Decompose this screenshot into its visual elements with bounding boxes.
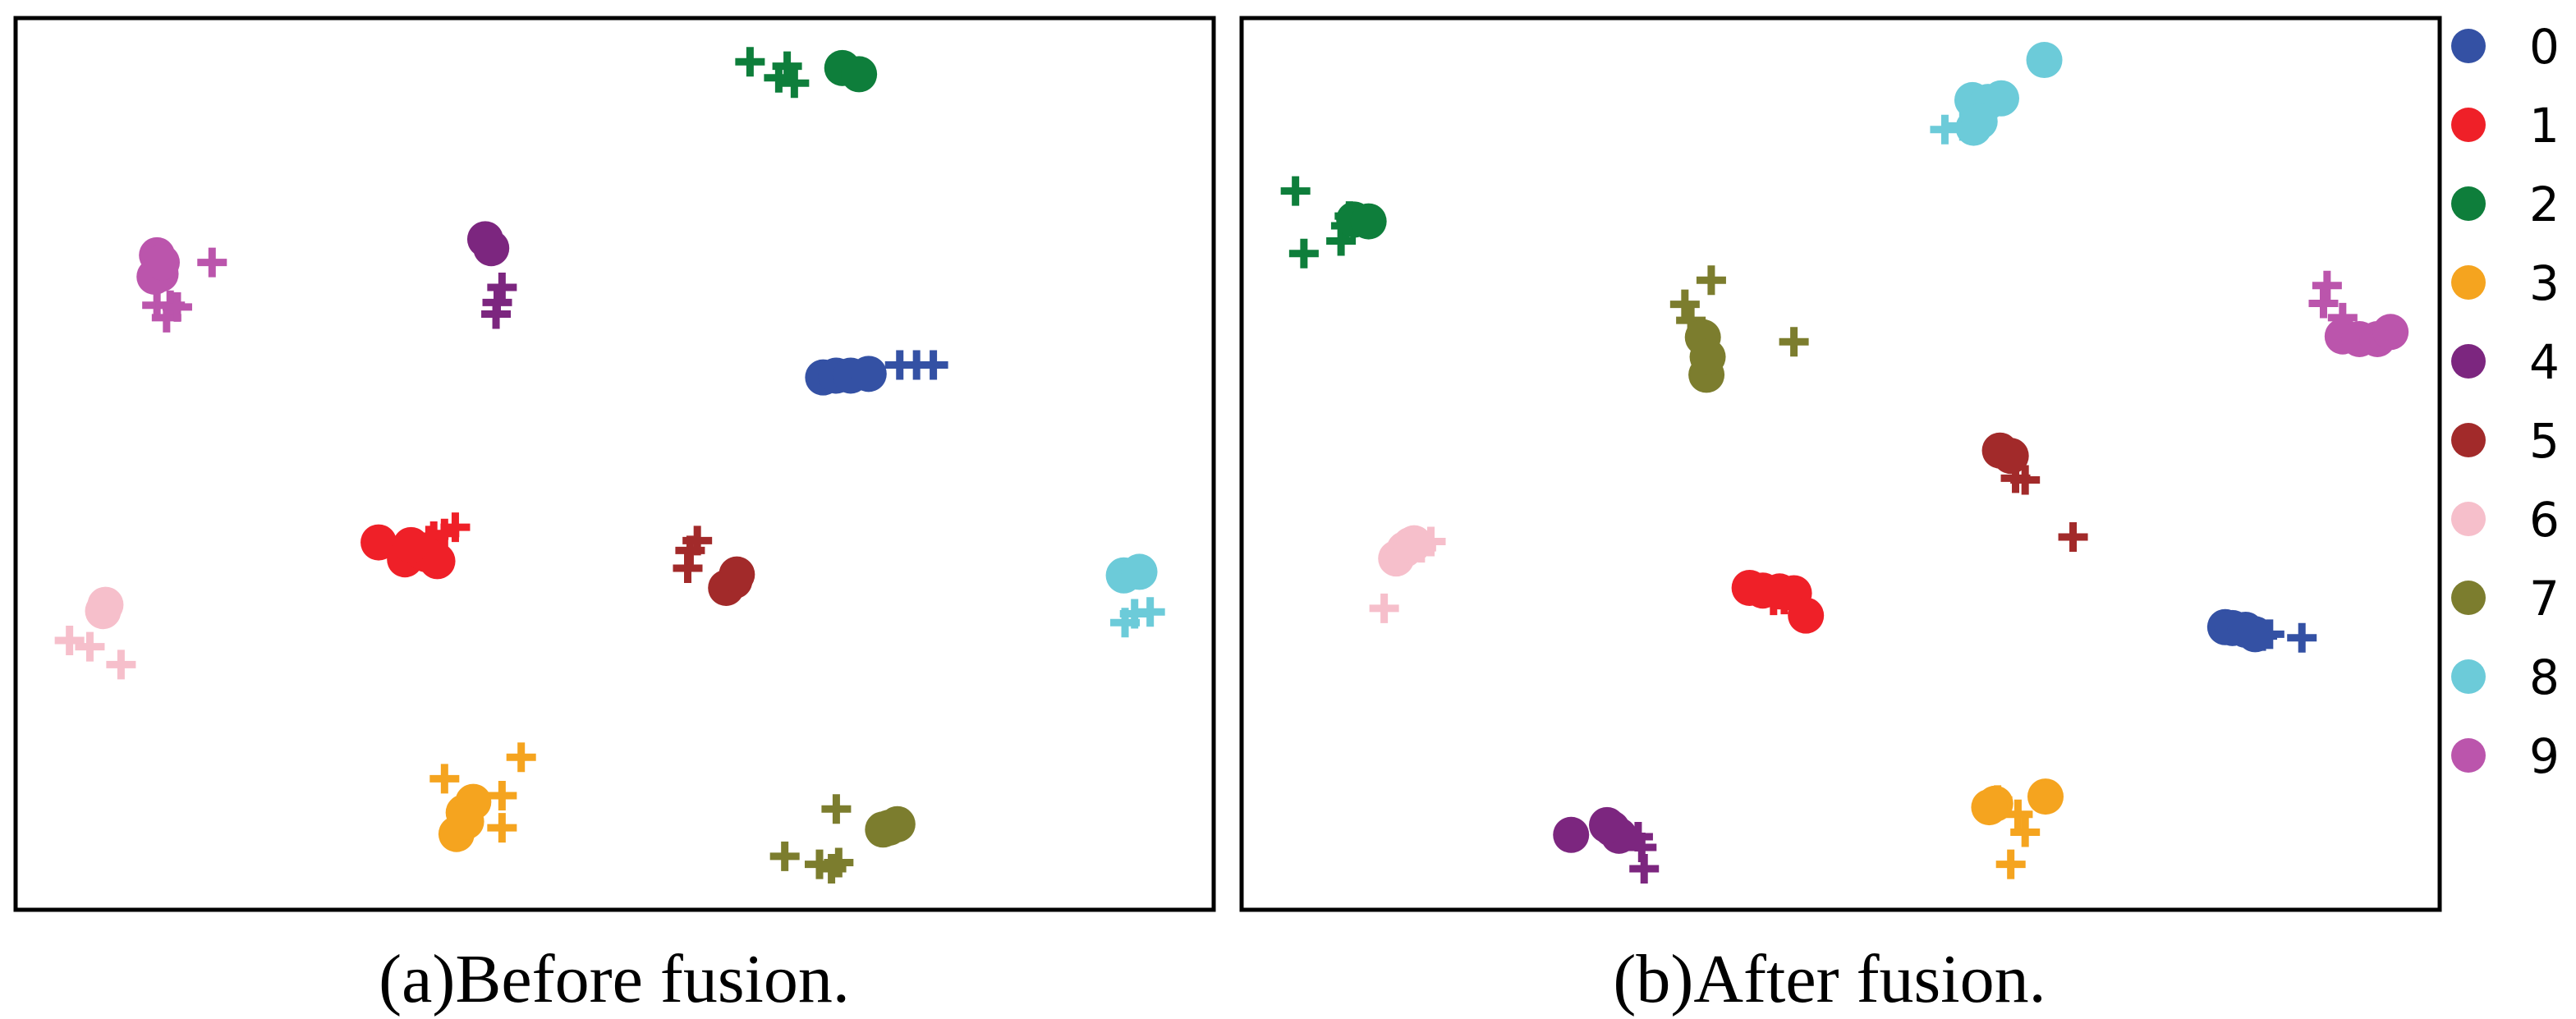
- plus-marker-class-7-b: [1696, 265, 1726, 296]
- plus-marker-class-2-b: [1280, 176, 1311, 206]
- legend-label-2: 2: [2529, 177, 2560, 232]
- legend-marker-7: [2451, 581, 2486, 615]
- plus-marker-class-7-a: [824, 847, 854, 878]
- circle-marker-class-7-b: [1689, 338, 1726, 375]
- plus-marker-class-7-a: [769, 841, 800, 871]
- circle-marker-class-8-b: [1983, 80, 2020, 117]
- circle-marker-class-8-a: [1121, 553, 1158, 590]
- plus-marker-class-3-a: [487, 780, 517, 810]
- plus-marker-class-7-b: [1669, 289, 1700, 319]
- plus-marker-class-6-a: [106, 649, 136, 680]
- plot-frame-b: [1239, 16, 2442, 912]
- circle-marker-class-3-a: [448, 803, 484, 840]
- circle-marker-class-3-b: [1971, 789, 2008, 826]
- plus-marker-class-7-b: [1779, 327, 1809, 357]
- legend-label-5: 5: [2529, 413, 2560, 469]
- scatter-marks-b: [1280, 42, 2409, 884]
- plus-marker-class-2-a: [735, 47, 765, 77]
- legend-marker-4: [2451, 344, 2486, 379]
- plus-marker-class-5-b: [2058, 522, 2088, 553]
- plus-marker-class-3-b: [2010, 817, 2041, 847]
- legend-marker-3: [2451, 265, 2486, 300]
- legend-label-0: 0: [2529, 19, 2560, 75]
- caption-after-fusion: (b)After fusion.: [1613, 941, 2046, 1017]
- legend-marker-6: [2451, 502, 2486, 536]
- legend-marker-2: [2451, 186, 2486, 221]
- plus-marker-class-4-a: [481, 299, 512, 329]
- legend-label-6: 6: [2529, 492, 2560, 548]
- plus-marker-class-2-a: [764, 62, 794, 93]
- circle-marker-class-8-b: [2026, 42, 2063, 79]
- plus-marker-class-3-a: [429, 764, 460, 794]
- plus-marker-class-9-b: [2312, 270, 2342, 301]
- circle-marker-class-1-a: [419, 543, 456, 580]
- circle-marker-class-1-b: [1788, 597, 1825, 634]
- legend-marker-0: [2451, 29, 2486, 63]
- circle-marker-class-4-a: [473, 230, 510, 267]
- circle-marker-class-9-b: [2372, 314, 2409, 351]
- scatter-marks-a: [54, 47, 1165, 884]
- legend-marker-1: [2451, 108, 2486, 142]
- plus-marker-class-6-a: [54, 626, 85, 656]
- circle-marker-class-6-a: [87, 586, 124, 623]
- plus-marker-class-0-b: [2287, 622, 2317, 653]
- plot-frame-a: [13, 16, 1216, 912]
- plus-marker-class-2-b: [1288, 238, 1319, 269]
- circle-marker-class-4-b: [1553, 816, 1590, 853]
- plus-marker-class-4-b: [1629, 854, 1660, 884]
- plus-marker-class-5-a: [673, 553, 703, 584]
- legend-marker-5: [2451, 423, 2486, 457]
- legend-marker-8: [2451, 659, 2486, 694]
- circle-marker-class-4-b: [1588, 806, 1625, 843]
- plus-marker-class-3-a: [506, 742, 536, 773]
- circle-marker-class-0-b: [2237, 616, 2274, 653]
- panel-after-fusion: (b)After fusion.: [1239, 16, 2442, 1017]
- circle-marker-class-8-b: [1961, 103, 1998, 140]
- legend: 0 1 2 3 4 5 6 7 8 9: [2451, 19, 2560, 784]
- plus-marker-class-7-a: [821, 794, 852, 824]
- plus-marker-class-5-a: [682, 526, 713, 556]
- plus-marker-class-3-a: [487, 813, 517, 843]
- legend-label-1: 1: [2529, 98, 2560, 154]
- panel-before-fusion: (a)Before fusion.: [13, 16, 1216, 1017]
- plus-marker-class-0-a: [918, 350, 948, 380]
- plus-marker-class-6-a: [75, 631, 105, 662]
- legend-label-7: 7: [2529, 571, 2560, 627]
- circle-marker-class-0-a: [850, 356, 887, 392]
- circle-marker-class-3-b: [2027, 778, 2064, 815]
- circle-marker-class-2-a: [841, 56, 878, 93]
- plus-marker-class-9-a: [197, 247, 227, 278]
- plus-marker-class-4-a: [487, 272, 517, 302]
- circle-marker-class-7-a: [870, 810, 907, 847]
- legend-label-3: 3: [2529, 255, 2560, 311]
- legend-label-8: 8: [2529, 649, 2560, 705]
- plus-marker-class-6-b: [1369, 593, 1399, 623]
- circle-marker-class-1-a: [393, 526, 429, 563]
- circle-marker-class-2-b: [1350, 203, 1387, 240]
- plus-marker-class-8-a: [1119, 599, 1150, 629]
- plus-marker-class-1-a: [440, 512, 471, 543]
- circle-marker-class-5-a: [719, 556, 755, 593]
- plus-marker-class-9-a: [162, 291, 192, 322]
- legend-label-4: 4: [2529, 334, 2560, 390]
- plus-marker-class-2-a: [779, 68, 810, 99]
- circle-marker-class-1-a: [360, 524, 397, 561]
- circle-marker-class-5-b: [1992, 438, 2029, 475]
- legend-label-9: 9: [2529, 728, 2560, 784]
- legend-marker-9: [2451, 738, 2486, 773]
- circle-marker-class-6-b: [1396, 525, 1433, 562]
- plus-marker-class-3-b: [1995, 849, 2026, 879]
- caption-before-fusion: (a)Before fusion.: [379, 941, 850, 1017]
- circle-marker-class-9-a: [143, 244, 180, 281]
